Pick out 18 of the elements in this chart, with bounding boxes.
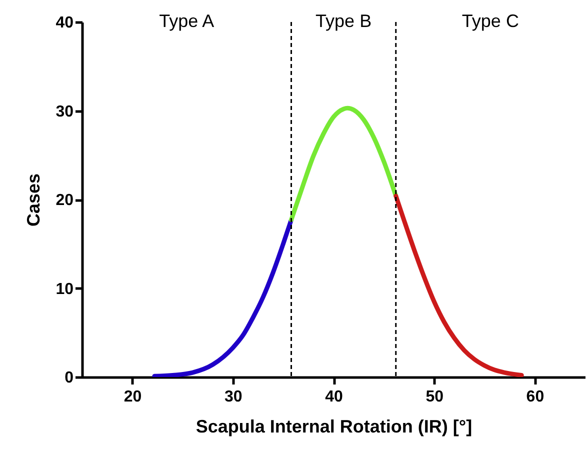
annotation: Type A <box>159 11 214 31</box>
x-tick-label: 50 <box>426 388 444 406</box>
y-tick-label: 30 <box>56 103 74 120</box>
y-tick-label: 20 <box>56 192 74 209</box>
y-tick-label: 10 <box>56 280 74 298</box>
x-tick-label: 40 <box>325 388 343 406</box>
x-axis-title: Scapula Internal Rotation (IR) [°] <box>196 416 472 436</box>
annotation: Type C <box>462 11 519 31</box>
y-tick-label: 40 <box>56 14 74 32</box>
x-tick-label: 60 <box>526 388 544 406</box>
y-tick-label: 0 <box>64 370 74 386</box>
y-axis-title: Cases <box>24 173 44 227</box>
line-series <box>289 106 398 222</box>
x-tick-label: 20 <box>124 388 142 406</box>
line-series <box>394 194 524 377</box>
x-tick-label: 30 <box>224 388 242 406</box>
annotation: Type B <box>316 11 372 31</box>
line-series <box>152 218 294 377</box>
